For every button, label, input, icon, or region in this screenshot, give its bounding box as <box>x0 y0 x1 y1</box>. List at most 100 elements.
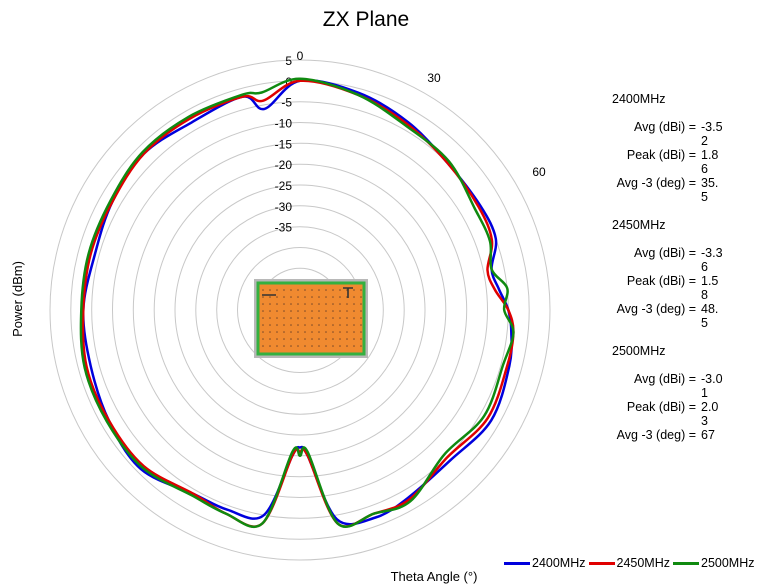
radial-tick-label: -20 <box>275 158 293 172</box>
stats-label: Avg -3 (deg) = <box>616 302 696 316</box>
board-via-dot <box>360 324 362 326</box>
board-via-dot <box>304 289 306 291</box>
board-via-dot <box>276 324 278 326</box>
board-via-dot <box>276 296 278 298</box>
board-via-dot <box>339 317 341 319</box>
board-via-dot <box>276 303 278 305</box>
stats-row: Avg (dBi) = -3.01 <box>596 372 766 400</box>
board-via-dot <box>290 310 292 312</box>
grid-ring <box>49 59 551 561</box>
board-via-dot <box>311 324 313 326</box>
board-via-dot <box>325 338 327 340</box>
board-via-dot <box>360 317 362 319</box>
board-via-dot <box>297 296 299 298</box>
board-via-dot <box>353 296 355 298</box>
stats-row: Peak (dBi) = 1.58 <box>596 274 766 302</box>
board-via-dot <box>290 345 292 347</box>
legend-item-2500[interactable]: 2500MHz <box>673 556 755 570</box>
y-axis-label: Power (dBm) <box>10 261 25 337</box>
board-via-dot <box>297 303 299 305</box>
board-via-dot <box>332 310 334 312</box>
board-via-dot <box>360 296 362 298</box>
radial-tick-label: -10 <box>275 117 293 131</box>
series-line-2500MHz <box>79 77 515 529</box>
stats-freq-label: 2400MHz <box>612 92 666 106</box>
board-via-dot <box>353 310 355 312</box>
stats-label: Avg (dBi) = <box>634 372 696 386</box>
board-via-dot <box>353 345 355 347</box>
legend: 2400MHz 2450MHz 2500MHz <box>504 556 758 570</box>
board-via-dot <box>318 324 320 326</box>
board-via-dot <box>325 296 327 298</box>
board-via-dot <box>290 289 292 291</box>
board-via-dot <box>360 331 362 333</box>
legend-item-2400[interactable]: 2400MHz <box>504 556 586 570</box>
board-via-dot <box>283 324 285 326</box>
board-via-dot <box>346 324 348 326</box>
board-via-dot <box>311 317 313 319</box>
stats-value: 1.58 <box>701 274 719 302</box>
board-via-dot <box>318 345 320 347</box>
board-via-dot <box>325 317 327 319</box>
board-via-dot <box>276 289 278 291</box>
board-via-dot <box>290 338 292 340</box>
stats-row: Avg -3 (deg) = 35.5 <box>596 176 766 204</box>
legend-item-2450[interactable]: 2450MHz <box>588 556 670 570</box>
grid-ring <box>195 205 405 415</box>
board-via-dot <box>311 289 313 291</box>
board-via-dot <box>269 289 271 291</box>
stats-label: Peak (dBi) = <box>626 274 696 288</box>
board-via-dot <box>311 296 313 298</box>
board-via-dot <box>290 303 292 305</box>
board-via-dot <box>318 317 320 319</box>
board-via-dot <box>276 310 278 312</box>
board-via-dot <box>262 296 264 298</box>
board-via-dot <box>283 338 285 340</box>
series-curves <box>79 77 515 529</box>
board-via-dot <box>318 303 320 305</box>
board-via-dot <box>262 303 264 305</box>
board-via-dot <box>283 296 285 298</box>
radial-tick-label: -25 <box>275 179 293 193</box>
board-via-dot <box>339 310 341 312</box>
board-via-dot <box>339 324 341 326</box>
board-via-dots <box>262 289 362 347</box>
board-via-dot <box>318 338 320 340</box>
board-via-dot <box>262 310 264 312</box>
board-via-dot <box>346 331 348 333</box>
board-via-dot <box>332 338 334 340</box>
board-via-dot <box>353 317 355 319</box>
board-via-dot <box>353 303 355 305</box>
board-via-dot <box>360 345 362 347</box>
board-via-dot <box>290 324 292 326</box>
board-via-dot <box>325 345 327 347</box>
board-via-dot <box>332 324 334 326</box>
board-via-dot <box>269 345 271 347</box>
board-via-dot <box>304 345 306 347</box>
stats-value: 2.03 <box>701 400 719 428</box>
board-via-dot <box>276 345 278 347</box>
stats-block-2450: 2450MHz Avg (dBi) = -3.36 Peak (dBi) = 1.5… <box>596 218 766 330</box>
board-via-dot <box>276 317 278 319</box>
board-via-dot <box>318 331 320 333</box>
radial-tick-label: -35 <box>275 221 293 235</box>
board-via-dot <box>332 345 334 347</box>
stats-value: -3.01 <box>701 372 723 400</box>
board-via-dot <box>311 338 313 340</box>
board-via-dot <box>304 331 306 333</box>
board-via-dot <box>360 338 362 340</box>
stats-label: Avg -3 (deg) = <box>616 176 696 190</box>
board-via-dot <box>325 289 327 291</box>
stats-freq-label: 2450MHz <box>612 218 666 232</box>
grid-ring <box>112 122 488 498</box>
board-via-dot <box>262 338 264 340</box>
board-via-dot <box>297 310 299 312</box>
stats-label: Avg (dBi) = <box>634 120 696 134</box>
board-via-dot <box>269 303 271 305</box>
board-via-dot <box>353 331 355 333</box>
board-via-dot <box>311 310 313 312</box>
stats-label: Peak (dBi) = <box>626 400 696 414</box>
board-via-dot <box>339 303 341 305</box>
board-via-dot <box>346 345 348 347</box>
